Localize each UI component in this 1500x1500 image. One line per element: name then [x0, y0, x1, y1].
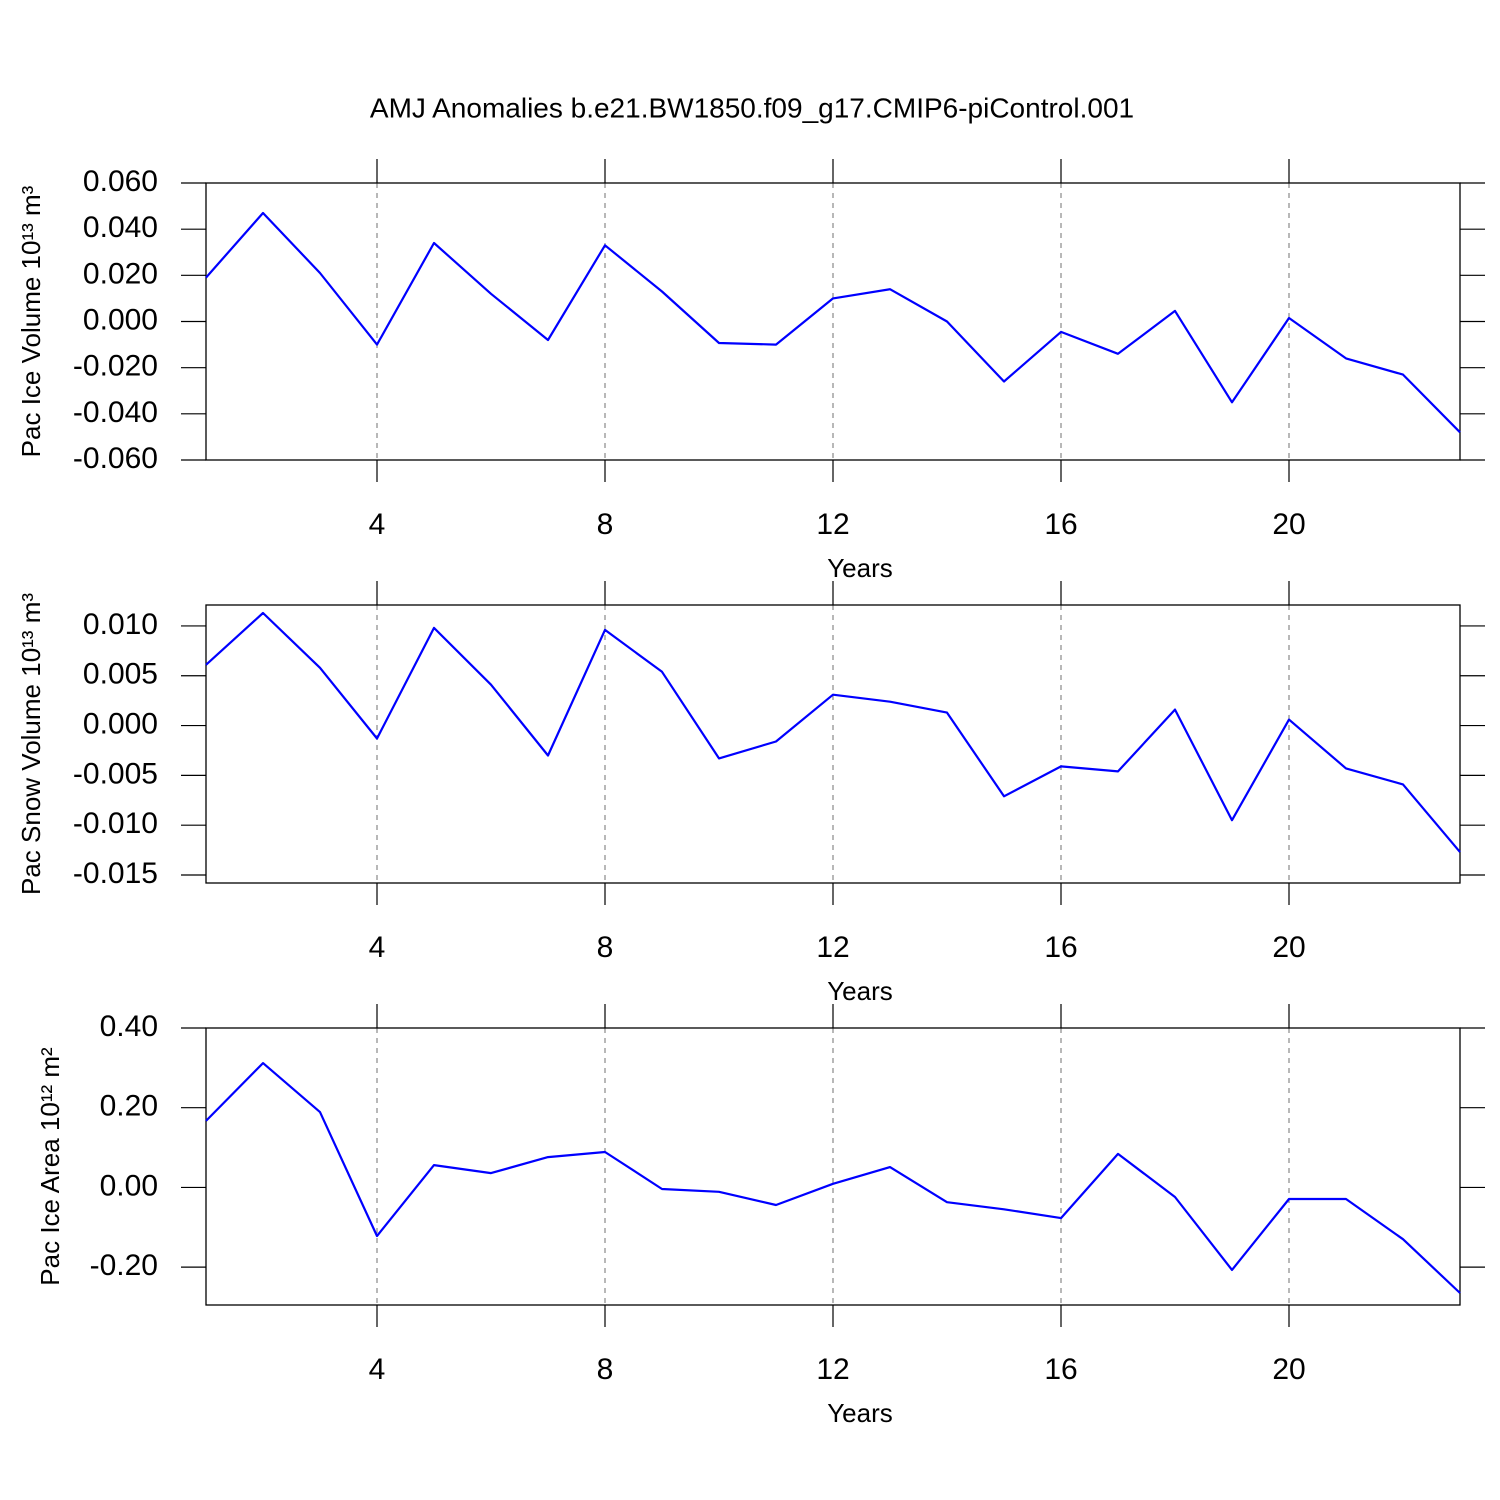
y-tick-label: -0.20 [90, 1249, 158, 1282]
y-axis-label: Pac Ice Area 10¹² m² [35, 1047, 65, 1286]
y-tick-label: -0.060 [73, 442, 158, 475]
x-axis-label: Years [827, 1398, 893, 1428]
x-tick-label: 4 [369, 931, 386, 964]
y-tick-label: -0.040 [73, 396, 158, 429]
x-tick-label: 8 [597, 508, 614, 541]
plot-frame [205, 182, 1461, 461]
y-tick-label: 0.010 [83, 608, 158, 641]
y-tick-label: 0.00 [100, 1169, 158, 1202]
y-tick-label: 0.060 [83, 165, 158, 198]
y-tick-label: 0.000 [83, 707, 158, 740]
x-tick-label: 4 [369, 508, 386, 541]
x-axis-label: Years [827, 976, 893, 1006]
x-tick-label: 12 [816, 508, 849, 541]
x-tick-label: 4 [369, 1353, 386, 1386]
x-tick-label: 20 [1272, 508, 1305, 541]
y-axis-label: Pac Ice Volume 10¹³ m³ [16, 185, 46, 457]
y-tick-label: -0.020 [73, 350, 158, 383]
x-tick-label: 20 [1272, 1353, 1305, 1386]
x-axis-label: Years [827, 553, 893, 583]
x-tick-label: 12 [816, 931, 849, 964]
y-tick-label: 0.000 [83, 303, 158, 336]
figure-title: AMJ Anomalies b.e21.BW1850.f09_g17.CMIP6… [370, 92, 1134, 123]
x-tick-label: 16 [1044, 1353, 1077, 1386]
y-tick-label: -0.010 [73, 807, 158, 840]
x-tick-label: 20 [1272, 931, 1305, 964]
x-tick-label: 16 [1044, 508, 1077, 541]
x-tick-label: 12 [816, 1353, 849, 1386]
x-tick-label: 16 [1044, 931, 1077, 964]
y-tick-label: 0.040 [83, 211, 158, 244]
data-line [205, 611, 1461, 853]
data-line [205, 1062, 1461, 1294]
y-axis-label: Pac Snow Volume 10¹³ m³ [16, 593, 46, 895]
plot-frame [205, 604, 1461, 884]
y-tick-label: -0.015 [73, 857, 158, 890]
y-tick-label: -0.005 [73, 757, 158, 790]
x-tick-label: 8 [597, 1353, 614, 1386]
y-tick-label: 0.005 [83, 658, 158, 691]
data-line [205, 211, 1461, 434]
x-tick-label: 8 [597, 931, 614, 964]
y-tick-label: 0.20 [100, 1090, 158, 1123]
y-tick-label: 0.40 [100, 1010, 158, 1043]
plot-frame [205, 1027, 1461, 1306]
y-tick-label: 0.020 [83, 257, 158, 290]
